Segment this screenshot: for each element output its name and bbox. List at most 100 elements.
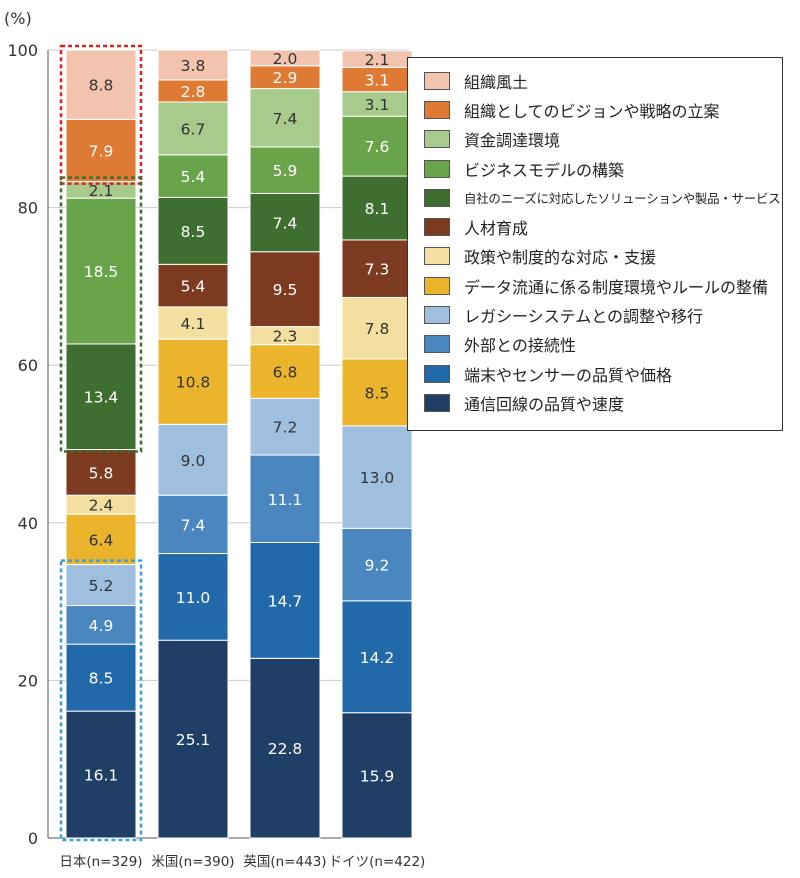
bar-segment bbox=[65, 343, 137, 451]
data-label: 8.5 bbox=[181, 223, 206, 241]
data-label: 25.1 bbox=[176, 731, 211, 749]
x-tick-label: 日本(n=329) bbox=[59, 854, 142, 870]
bar-segment bbox=[157, 154, 229, 198]
data-label: 7.4 bbox=[273, 110, 298, 128]
data-label: 10.8 bbox=[176, 374, 211, 392]
legend-item: 人材育成 bbox=[424, 212, 782, 241]
x-tick-label: 米国(n=390) bbox=[151, 854, 234, 870]
legend-item: 外部との接続性 bbox=[424, 330, 782, 359]
y-tick-label: 0 bbox=[28, 829, 38, 848]
legend-item: データ流通に係る制度環境やルールの整備 bbox=[424, 271, 782, 300]
legend-swatch bbox=[424, 130, 450, 149]
data-label: 18.5 bbox=[84, 263, 119, 281]
legend-swatch bbox=[424, 276, 450, 295]
legend-label: 資金調達環境 bbox=[464, 131, 561, 151]
legend-swatch bbox=[424, 159, 450, 178]
bar-segment bbox=[249, 251, 321, 328]
bar-segment bbox=[341, 600, 413, 714]
bar-segment bbox=[65, 605, 137, 645]
legend-swatch bbox=[424, 393, 450, 412]
data-label: 7.9 bbox=[89, 142, 114, 160]
legend-item: 組織風土 bbox=[424, 66, 782, 95]
data-label: 2.8 bbox=[181, 83, 206, 101]
legend-label: 人材育成 bbox=[464, 219, 529, 239]
y-tick-label: 80 bbox=[18, 199, 38, 218]
bar-segment bbox=[65, 564, 137, 607]
legend-item: 通信回線の品質や速度 bbox=[424, 388, 782, 417]
legend-item: 自社のニーズに対応したソリューションや製品・サービス bbox=[424, 183, 782, 212]
legend-swatch bbox=[424, 335, 450, 354]
highlight-box bbox=[59, 44, 143, 185]
data-label: 7.4 bbox=[273, 215, 298, 233]
legend-label: 通信回線の品質や速度 bbox=[464, 394, 625, 414]
bar-segment bbox=[249, 49, 321, 67]
legend-label: レガシーシステムとの調整や移行 bbox=[464, 307, 704, 327]
bar-segment bbox=[249, 657, 321, 839]
y-tick-label: 40 bbox=[18, 514, 38, 533]
bar-segment bbox=[157, 196, 229, 265]
bar-segment bbox=[157, 494, 229, 555]
data-label: 7.3 bbox=[365, 261, 390, 279]
bar-segment bbox=[157, 338, 229, 425]
data-label: 7.2 bbox=[273, 419, 298, 437]
data-label: 9.0 bbox=[181, 452, 206, 470]
data-label: 2.0 bbox=[273, 50, 298, 68]
bar-segment bbox=[249, 542, 321, 659]
data-label: 6.8 bbox=[273, 364, 298, 382]
data-label: 11.1 bbox=[268, 491, 303, 509]
data-label: 5.4 bbox=[181, 168, 206, 186]
legend-item: レガシーシステムとの調整や移行 bbox=[424, 300, 782, 329]
data-label: 7.8 bbox=[365, 320, 390, 338]
data-label: 9.2 bbox=[365, 557, 390, 575]
bar-segment bbox=[341, 91, 413, 117]
data-label: 14.2 bbox=[360, 649, 395, 667]
data-label: 2.3 bbox=[273, 328, 298, 346]
data-label: 22.8 bbox=[268, 740, 303, 758]
bar-segment bbox=[157, 49, 229, 81]
highlight-box bbox=[59, 176, 143, 453]
legend-label: 政策や制度的な対応・支援 bbox=[464, 248, 657, 268]
data-label: 7.4 bbox=[181, 516, 206, 534]
legend-label: 端末やセンサーの品質や価格 bbox=[464, 365, 673, 385]
legend-swatch bbox=[424, 364, 450, 383]
legend-item: ビジネスモデルの構築 bbox=[424, 154, 782, 183]
y-tick-label: 20 bbox=[18, 671, 38, 690]
data-label: 15.9 bbox=[360, 767, 395, 785]
data-label: 3.1 bbox=[365, 96, 390, 114]
legend-label: ビジネスモデルの構築 bbox=[464, 160, 625, 180]
data-label: 2.1 bbox=[89, 182, 114, 200]
bar-segment bbox=[249, 454, 321, 544]
data-label: 9.5 bbox=[273, 281, 298, 299]
data-label: 8.5 bbox=[89, 670, 114, 688]
data-label: 6.4 bbox=[89, 531, 114, 549]
bar-segment bbox=[65, 643, 137, 712]
data-label: 8.8 bbox=[89, 77, 114, 95]
data-label: 13.0 bbox=[360, 469, 395, 487]
data-label: 4.1 bbox=[181, 315, 206, 333]
x-tick-label: 英国(n=443) bbox=[243, 853, 326, 870]
data-label: 8.5 bbox=[365, 384, 390, 402]
bar-segment bbox=[65, 118, 137, 183]
data-label: 5.2 bbox=[89, 577, 114, 595]
legend-label: 組織としてのビジョンや戦略の立案 bbox=[464, 101, 720, 121]
legend-swatch bbox=[424, 100, 450, 119]
bar-segment bbox=[65, 197, 137, 345]
legend-swatch bbox=[424, 306, 450, 325]
data-label: 3.1 bbox=[365, 72, 390, 90]
data-label: 6.7 bbox=[181, 120, 206, 138]
highlight-box bbox=[59, 559, 143, 842]
bar-segment bbox=[157, 639, 229, 839]
data-label: 2.1 bbox=[365, 51, 390, 69]
data-label: 5.8 bbox=[89, 464, 114, 482]
x-tick-label: ドイツ(n=422) bbox=[329, 854, 426, 870]
legend-item: 政策や制度的な対応・支援 bbox=[424, 242, 782, 271]
legend-swatch bbox=[424, 71, 450, 90]
data-label: 8.1 bbox=[365, 200, 390, 218]
bar-segment bbox=[157, 553, 229, 641]
bar-segment bbox=[249, 192, 321, 253]
legend-label: データ流通に係る制度環境やルールの整備 bbox=[464, 277, 769, 297]
legend-item: 組織としてのビジョンや戦略の立案 bbox=[424, 95, 782, 124]
chart-legend: 組織風土 組織としてのビジョンや戦略の立案 資金調達環境 ビジネスモデルの構築 … bbox=[407, 57, 783, 431]
bar-segment bbox=[65, 710, 137, 839]
bar-segment bbox=[249, 397, 321, 456]
